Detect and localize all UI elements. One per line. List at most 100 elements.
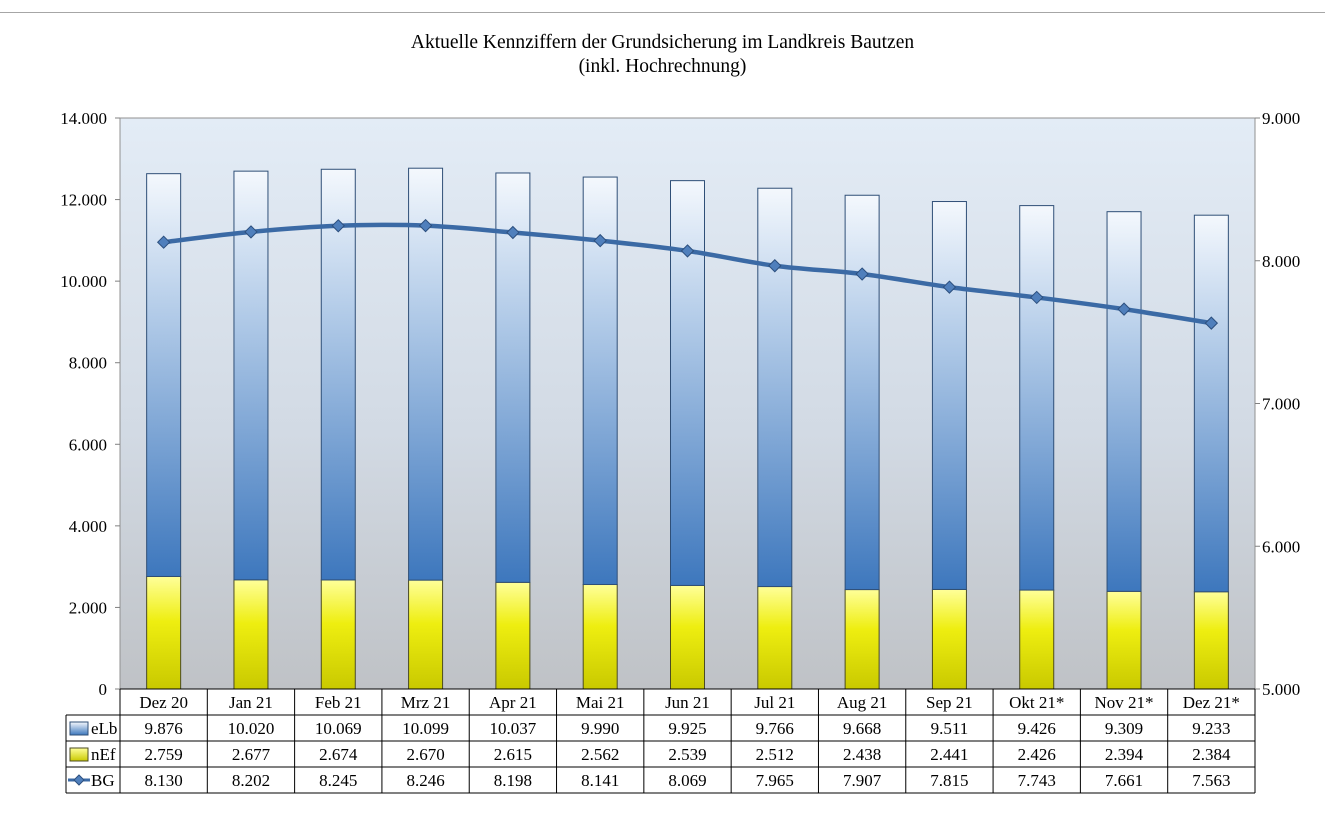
table-cell-bg: 8.198	[494, 771, 532, 790]
table-cell-elb: 9.876	[145, 719, 183, 738]
bar-nef	[1106, 590, 1142, 690]
table-cell-elb: 9.766	[756, 719, 794, 738]
bar-nef	[757, 586, 793, 690]
bar-elb	[931, 201, 967, 590]
bar-nef	[582, 584, 618, 690]
bar-nef	[1193, 591, 1229, 690]
bar-nef	[844, 589, 880, 690]
bg-marker	[680, 244, 695, 258]
bg-marker	[942, 280, 957, 294]
bar-nef	[670, 584, 705, 690]
table-cell-elb: 10.020	[228, 719, 275, 738]
table-cell-nef: 2.670	[406, 745, 444, 764]
bar-elb	[670, 180, 705, 586]
left-axis-tick-label: 0	[99, 680, 108, 699]
table-cell-nef: 2.562	[581, 745, 619, 764]
table-cell-nef: 2.384	[1192, 745, 1231, 764]
bar-nef	[1019, 589, 1055, 690]
category-label: Dez 21*	[1183, 693, 1240, 712]
category-label: Jan 21	[229, 693, 273, 712]
legend-key-nef	[69, 747, 89, 762]
bar-elb	[233, 170, 269, 581]
table-cell-bg: 7.815	[930, 771, 968, 790]
bar-series	[146, 167, 1229, 690]
table-cell-bg: 8.202	[232, 771, 270, 790]
bar-elb	[757, 187, 793, 588]
series-name-elb: eLb	[91, 719, 117, 738]
table-cell-nef: 2.677	[232, 745, 271, 764]
bg-marker	[1030, 290, 1044, 305]
left-axis-tick-label: 12.000	[60, 191, 107, 210]
series-name-bg: BG	[91, 771, 115, 790]
bg-marker	[1117, 302, 1131, 316]
table-cell-nef: 2.759	[145, 745, 183, 764]
bg-marker	[331, 219, 345, 233]
right-axis-tick-label: 5.000	[1262, 680, 1300, 699]
bar-nef	[495, 581, 531, 690]
bar-nef	[233, 579, 269, 690]
table-cell-nef: 2.441	[930, 745, 968, 764]
table-cell-bg: 8.246	[406, 771, 444, 790]
right-axis-tick-label: 7.000	[1262, 395, 1300, 414]
right-axis-tick-label: 9.000	[1262, 109, 1300, 128]
bar-elb	[408, 167, 444, 581]
table-cell-nef: 2.426	[1018, 745, 1056, 764]
category-label: Dez 20	[139, 693, 188, 712]
bg-marker	[506, 225, 520, 240]
bar-nef	[320, 579, 356, 690]
left-axis: 0 2.000 4.000 6.000 8.000 10.000 12.000 14.000	[60, 109, 120, 699]
table-cell-nef: 2.512	[756, 745, 794, 764]
bar-elb	[1019, 205, 1055, 591]
category-label: Feb 21	[315, 693, 362, 712]
line-series	[156, 218, 1219, 330]
bg-marker	[768, 259, 782, 273]
category-label: Aug 21	[837, 693, 888, 712]
chart-title: Aktuelle Kennziffern der Grundsicherung …	[410, 32, 915, 53]
table-cell-elb: 9.668	[843, 719, 881, 738]
bar-nef	[931, 588, 967, 690]
bar-elb	[146, 173, 182, 577]
table-cell-elb: 9.990	[581, 719, 619, 738]
data-table: Dez 20 Jan 21 Feb 21 Mrz 21 Apr 21 Mai 21 Jun …	[65, 688, 1256, 794]
table-cell-bg: 8.245	[319, 771, 357, 790]
table-cell-elb: 9.925	[668, 719, 706, 738]
category-label: Mai 21	[576, 693, 625, 712]
bar-elb	[495, 172, 531, 583]
table-cell-elb: 10.099	[402, 719, 449, 738]
category-label: Mrz 21	[401, 693, 451, 712]
table-cell-nef: 2.438	[843, 745, 881, 764]
left-axis-tick-label: 14.000	[60, 109, 107, 128]
table-cell-bg: 7.563	[1192, 771, 1230, 790]
bg-marker	[1204, 316, 1219, 330]
bar-nef	[146, 575, 182, 690]
right-axis: 5.000 6.000 7.000 8.000 9.000	[1255, 109, 1300, 699]
bar-elb	[1106, 211, 1142, 592]
legend-key-elb	[69, 721, 89, 736]
table-cell-nef: 2.674	[319, 745, 358, 764]
category-label: Nov 21*	[1095, 693, 1154, 712]
chart-subtitle: (inkl. Hochrechnung)	[578, 56, 747, 77]
bar-elb	[320, 168, 356, 581]
table-cell-elb: 10.037	[490, 719, 537, 738]
table-cell-bg: 7.743	[1018, 771, 1056, 790]
legend-key-marker	[73, 774, 85, 786]
right-axis-tick-label: 6.000	[1262, 537, 1300, 556]
top-rule	[0, 12, 1325, 13]
left-axis-tick-label: 2.000	[69, 598, 107, 617]
table-cell-bg: 8.130	[145, 771, 183, 790]
table-cell-bg: 7.965	[756, 771, 794, 790]
table-cell-elb: 9.511	[931, 719, 969, 738]
series-name-nef: nEf	[91, 745, 116, 764]
bg-marker	[855, 267, 869, 281]
category-label: Jun 21	[665, 693, 710, 712]
table-cell-bg: 8.069	[668, 771, 706, 790]
table-cell-elb: 9.426	[1018, 719, 1056, 738]
table-cell-bg: 7.907	[843, 771, 882, 790]
bg-marker	[244, 225, 258, 239]
table-cell-bg: 8.141	[581, 771, 619, 790]
category-label: Jul 21	[754, 693, 795, 712]
chart-title-block: Aktuelle Kennziffern der Grundsicherung …	[0, 31, 1325, 79]
table-cell-nef: 2.539	[668, 745, 706, 764]
bar-elb	[1193, 214, 1229, 593]
